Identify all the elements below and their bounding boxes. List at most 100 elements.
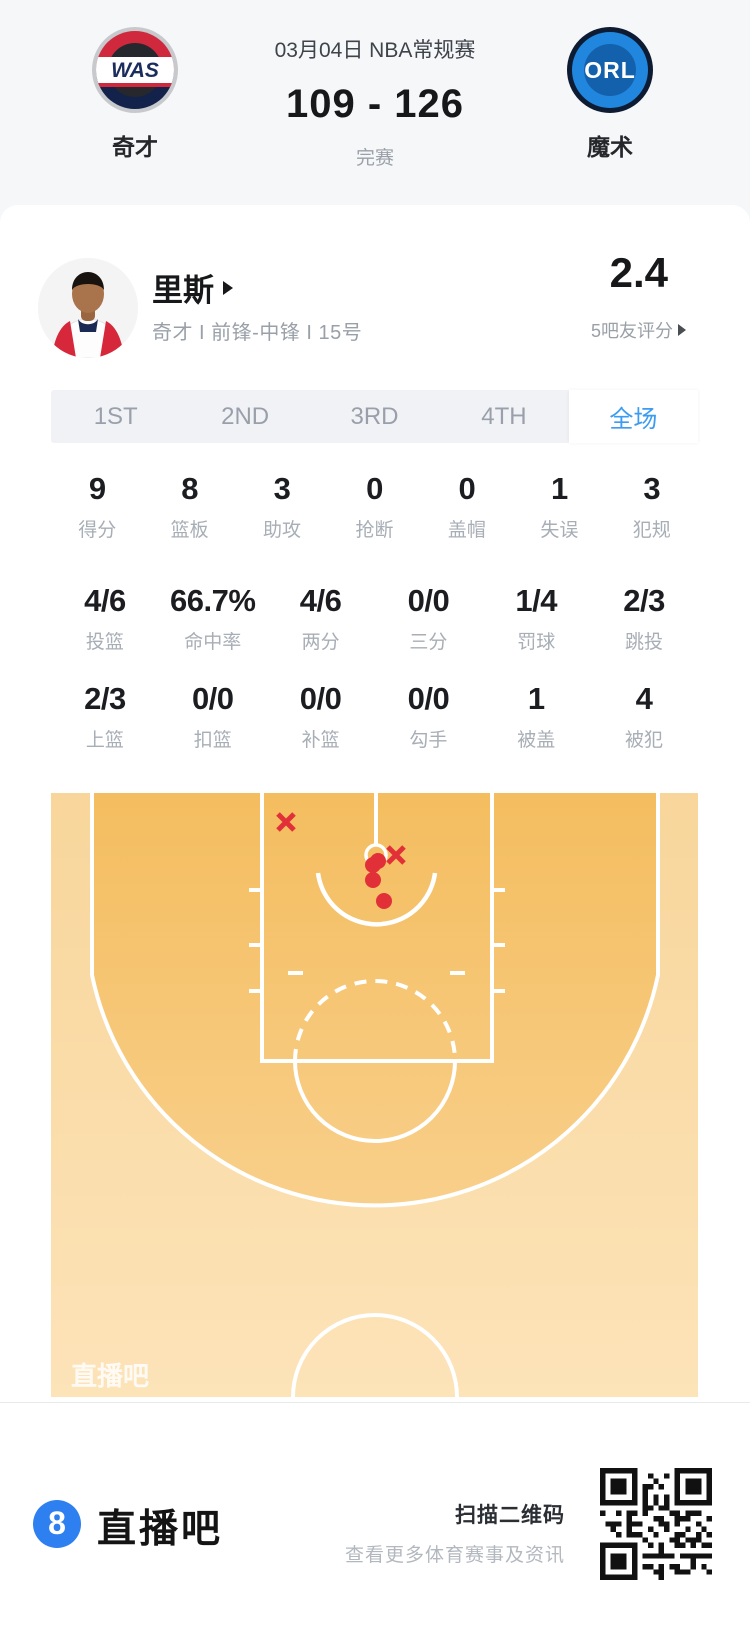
arrow-right-icon	[678, 324, 686, 336]
stat-value: 1	[527, 681, 545, 716]
stat-label: 盖帽	[447, 520, 486, 541]
lane-hash-left	[249, 888, 262, 993]
qr-subtitle: 查看更多体育赛事及资讯	[344, 1545, 565, 1566]
stat-label: 跳投	[625, 632, 664, 653]
footer-divider	[0, 1402, 750, 1403]
stat-cell-被盖: 1 被盖	[482, 681, 590, 752]
missed-shot-marker	[276, 812, 296, 832]
free-throw-arc-dashed	[293, 979, 457, 1062]
tab-1ST[interactable]: 1ST	[93, 402, 138, 430]
stat-value: 2/3	[84, 681, 126, 716]
stat-row-detail: 2/3 上篮 0/0 扣篮 0/0 补篮 0/0 勾手 1 被盖 4 被犯	[51, 681, 698, 752]
stat-value: 0/0	[299, 681, 342, 716]
away-score: 126	[394, 82, 465, 126]
stat-cell-助攻: 3 助攻	[236, 471, 328, 542]
stat-value: 0/0	[407, 583, 450, 618]
stat-cell-得分: 9 得分	[51, 471, 143, 542]
stat-label: 犯规	[632, 520, 671, 541]
score-separator: -	[367, 82, 383, 126]
player-name-row[interactable]: 里斯	[152, 265, 233, 310]
restricted-arc	[315, 872, 438, 927]
score-block: 03月04日 NBA常规赛 109 - 126 完赛	[205, 0, 545, 170]
stat-label: 篮板	[170, 520, 209, 541]
player-photo	[38, 258, 138, 358]
stat-cell-失误: 1 失误	[513, 471, 605, 542]
stat-value: 3	[273, 471, 291, 506]
stat-label: 失误	[540, 520, 579, 541]
logo-glyph: 8	[48, 1504, 66, 1541]
rating-link[interactable]: 5吧友评分	[591, 317, 686, 343]
player-name: 里斯	[152, 273, 214, 308]
match-score: 109 - 126	[205, 82, 545, 127]
stat-value: 66.7%	[170, 583, 256, 618]
stat-cell-跳投: 2/3 跳投	[590, 583, 698, 654]
three-point-line	[90, 793, 660, 1208]
qr-code	[600, 1468, 712, 1580]
away-team-name: 魔术	[587, 134, 633, 160]
stat-value: 9	[88, 471, 106, 506]
stat-value: 4/6	[84, 583, 126, 618]
scoreboard-header: WAS 奇才 03月04日 NBA常规赛 109 - 126 完赛 ORL 魔术	[0, 0, 750, 205]
brand-name: 直播吧	[97, 1508, 224, 1551]
court-lines	[90, 793, 660, 1397]
stat-cell-命中率: 66.7% 命中率	[159, 583, 267, 654]
court-inner-zone	[92, 793, 658, 1206]
court-watermark: 直播吧	[71, 1361, 149, 1391]
stat-label: 助攻	[263, 520, 302, 541]
stat-row-shooting: 4/6 投篮 66.7% 命中率 4/6 两分 0/0 三分 1/4 罚球 2/3 跳投	[51, 583, 698, 654]
stat-label: 上篮	[85, 730, 124, 751]
qr-title: 扫描二维码	[455, 1504, 565, 1527]
stat-value: 2/3	[623, 583, 665, 618]
shot-markers	[276, 812, 406, 909]
away-team-block[interactable]: ORL 魔术	[545, 26, 675, 162]
stat-value: 0/0	[407, 681, 450, 716]
stat-cell-罚球: 1/4 罚球	[482, 583, 590, 654]
stat-cell-三分: 0/0 三分	[374, 583, 482, 654]
rating-label: 5吧友评分	[590, 321, 673, 341]
svg-text:ORL: ORL	[584, 57, 636, 83]
player-rating: 2.4	[609, 249, 668, 296]
player-avatar[interactable]	[38, 258, 138, 358]
lane-hash-right	[492, 888, 505, 993]
stat-label: 投篮	[85, 632, 124, 653]
stat-cell-篮板: 8 篮板	[143, 471, 235, 542]
home-score: 109	[285, 82, 356, 126]
tab-2ND[interactable]: 2ND	[221, 402, 270, 430]
stat-row-basic: 9 得分 8 篮板 3 助攻 0 抢断 0 盖帽 1 失误 3 犯规	[51, 471, 698, 542]
stat-value: 4/6	[299, 583, 342, 618]
missed-shot-marker	[386, 845, 406, 865]
tab-3RD[interactable]: 3RD	[350, 402, 399, 430]
stat-cell-盖帽: 0 盖帽	[421, 471, 513, 542]
quarter-tabs: 1ST 2ND 3RD 4TH 全场	[51, 390, 699, 443]
stat-value: 4	[635, 681, 653, 716]
stat-label: 命中率	[184, 632, 242, 653]
match-date: 03月04日 NBA常规赛	[274, 39, 476, 62]
stat-value: 3	[643, 471, 661, 506]
stat-label: 两分	[301, 632, 340, 653]
magic-team-logo-icon: ORL	[567, 27, 653, 113]
arrow-right-icon	[223, 280, 233, 295]
stat-label: 补篮	[301, 730, 340, 751]
stat-cell-犯规: 3 犯规	[606, 471, 698, 542]
zhibo8-logo-icon: 8	[33, 1500, 81, 1548]
stat-label: 扣篮	[193, 730, 232, 751]
tab-4TH[interactable]: 4TH	[481, 402, 527, 430]
center-circle-arc	[291, 1313, 459, 1397]
home-team-block[interactable]: WAS 奇才	[70, 26, 200, 162]
tab-全场[interactable]: 全场	[568, 390, 699, 443]
stat-value: 0	[366, 471, 383, 506]
player-stats-card: 里斯 奇才 I 前锋-中锋 I 15号 2.4 5吧友评分 1ST 2ND 3RD 4…	[0, 205, 750, 1629]
stat-label: 被犯	[625, 730, 664, 751]
stat-label: 得分	[78, 520, 117, 541]
made-shot-marker	[365, 872, 381, 888]
stat-cell-抢断: 0 抢断	[328, 471, 420, 542]
stat-value: 0/0	[191, 681, 234, 716]
stat-cell-勾手: 0/0 勾手	[374, 681, 482, 752]
made-shot-marker	[376, 893, 392, 909]
stat-cell-上篮: 2/3 上篮	[51, 681, 159, 752]
stat-cell-被犯: 4 被犯	[590, 681, 698, 752]
stat-value: 8	[181, 471, 198, 506]
stat-label: 三分	[409, 632, 448, 653]
qr-caption-block: 扫描二维码 查看更多体育赛事及资讯	[345, 1499, 565, 1567]
home-team-name: 奇才	[112, 134, 158, 160]
